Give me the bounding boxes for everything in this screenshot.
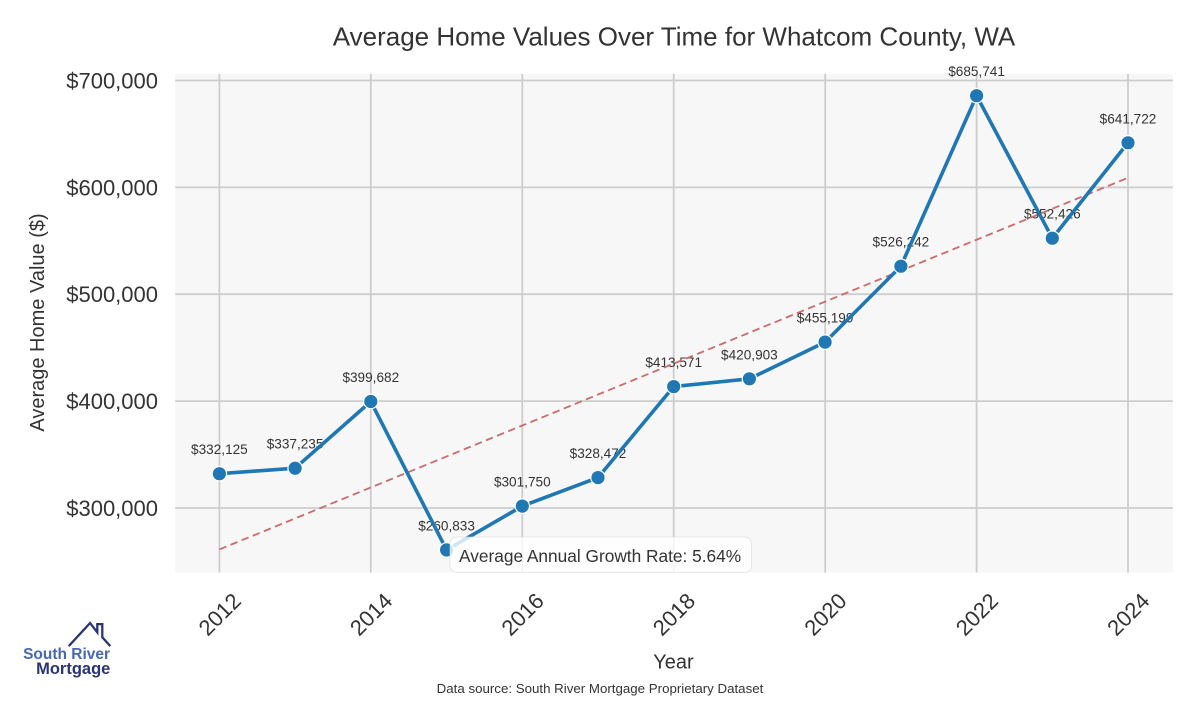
- svg-text:$300,000: $300,000: [66, 496, 158, 521]
- svg-text:$685,741: $685,741: [948, 64, 1005, 79]
- svg-text:Average Home Value ($): Average Home Value ($): [27, 213, 49, 431]
- svg-text:$420,903: $420,903: [721, 347, 778, 362]
- svg-text:South River: South River: [23, 646, 110, 663]
- svg-text:$400,000: $400,000: [66, 389, 158, 414]
- svg-text:$260,833: $260,833: [418, 518, 475, 533]
- svg-text:$399,682: $399,682: [342, 370, 399, 385]
- svg-text:$301,750: $301,750: [494, 475, 551, 490]
- svg-text:$500,000: $500,000: [66, 282, 158, 307]
- svg-text:$328,472: $328,472: [570, 446, 627, 461]
- svg-text:Data source: South River Mortg: Data source: South River Mortgage Propri…: [437, 681, 764, 696]
- svg-text:Average Annual Growth Rate: 5.: Average Annual Growth Rate: 5.64%: [459, 546, 741, 566]
- svg-text:Year: Year: [653, 651, 694, 673]
- svg-text:$641,722: $641,722: [1100, 111, 1157, 126]
- svg-text:$700,000: $700,000: [66, 69, 158, 94]
- svg-text:$413,571: $413,571: [645, 355, 702, 370]
- svg-text:$337,235: $337,235: [267, 437, 324, 452]
- svg-text:Mortgage: Mortgage: [36, 660, 110, 678]
- svg-text:$526,242: $526,242: [873, 235, 930, 250]
- svg-text:$455,199: $455,199: [797, 311, 854, 326]
- svg-text:$600,000: $600,000: [66, 175, 158, 200]
- svg-text:$332,125: $332,125: [191, 442, 248, 457]
- svg-text:Average Home Values Over Time: Average Home Values Over Time for Whatco…: [333, 22, 1016, 52]
